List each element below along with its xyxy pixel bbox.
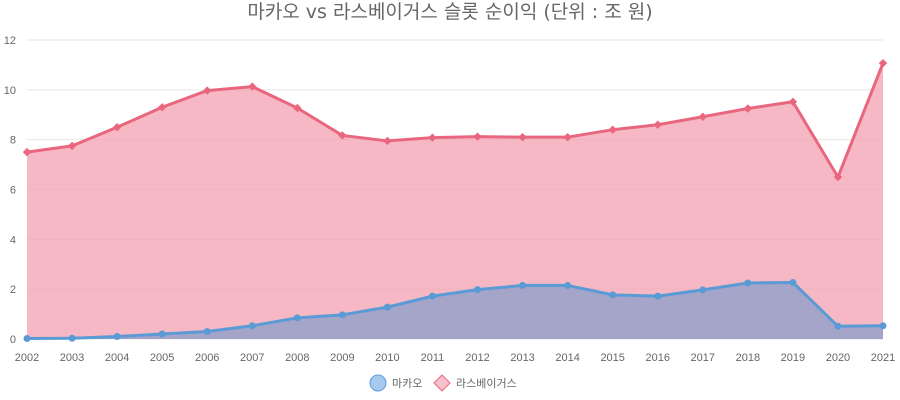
data-point bbox=[203, 328, 211, 336]
data-point bbox=[878, 58, 888, 68]
x-tick-label: 2014 bbox=[555, 352, 579, 364]
data-point bbox=[608, 125, 617, 134]
data-point bbox=[474, 286, 482, 294]
data-point bbox=[789, 278, 797, 286]
data-point bbox=[428, 133, 437, 142]
x-tick-label: 2020 bbox=[826, 352, 850, 364]
data-point bbox=[428, 292, 436, 300]
data-point bbox=[518, 132, 527, 142]
data-point bbox=[383, 136, 392, 146]
data-point bbox=[248, 82, 257, 91]
x-tick-label: 2017 bbox=[691, 352, 715, 364]
x-tick-label: 2018 bbox=[736, 352, 760, 364]
x-tick-label: 2005 bbox=[150, 352, 174, 364]
data-point bbox=[68, 334, 76, 342]
data-point bbox=[654, 292, 662, 300]
x-tick-label: 2019 bbox=[781, 352, 805, 364]
x-tick-label: 2006 bbox=[195, 352, 219, 364]
x-tick-label: 2010 bbox=[375, 352, 399, 364]
data-point bbox=[609, 291, 617, 299]
data-point bbox=[158, 330, 166, 338]
x-tick-label: 2009 bbox=[330, 352, 354, 364]
data-point bbox=[338, 131, 347, 140]
x-tick-label: 2015 bbox=[600, 352, 624, 364]
x-tick-label: 2004 bbox=[105, 352, 129, 364]
x-tick-label: 2007 bbox=[240, 352, 264, 364]
series-area bbox=[27, 282, 883, 339]
y-tick-label: 4 bbox=[10, 234, 16, 246]
x-tick-label: 2013 bbox=[510, 352, 534, 364]
series-line bbox=[26, 280, 884, 341]
x-tick-label: 2008 bbox=[285, 352, 309, 364]
data-point bbox=[564, 281, 572, 289]
data-point bbox=[22, 147, 32, 157]
x-tick-label: 2021 bbox=[871, 352, 895, 364]
data-point bbox=[698, 112, 707, 121]
data-point bbox=[293, 103, 302, 113]
data-point bbox=[293, 314, 301, 322]
data-point bbox=[113, 333, 121, 341]
x-tick-label: 2002 bbox=[15, 352, 39, 364]
data-point bbox=[743, 104, 753, 113]
data-point bbox=[383, 303, 391, 311]
data-point bbox=[563, 132, 572, 142]
y-tick-label: 2 bbox=[10, 284, 16, 296]
series-area bbox=[27, 63, 883, 340]
data-point bbox=[744, 279, 752, 287]
x-tick-label: 2016 bbox=[645, 352, 669, 364]
data-point bbox=[879, 322, 887, 330]
y-tick-label: 0 bbox=[10, 334, 16, 346]
data-point bbox=[112, 123, 122, 132]
legend-label: 라스베이거스 bbox=[456, 377, 517, 390]
data-point bbox=[157, 103, 167, 112]
data-point bbox=[338, 311, 346, 319]
y-tick-label: 6 bbox=[10, 185, 16, 197]
data-point bbox=[653, 120, 662, 129]
chart-title: 마카오 vs 라스베이거스 슬롯 순이익 (단위 : 조 원) bbox=[247, 1, 653, 23]
y-tick-label: 8 bbox=[10, 135, 16, 147]
data-point bbox=[248, 322, 256, 330]
data-point bbox=[67, 141, 77, 151]
data-point bbox=[203, 86, 212, 95]
legend-swatch bbox=[433, 374, 451, 392]
data-point bbox=[519, 281, 527, 289]
legend-swatch bbox=[369, 374, 387, 392]
x-tick-label: 2011 bbox=[421, 352, 445, 364]
data-point bbox=[788, 97, 798, 107]
series-line bbox=[26, 62, 885, 179]
data-point bbox=[23, 335, 31, 343]
data-point bbox=[833, 172, 843, 182]
data-point bbox=[834, 322, 842, 330]
x-tick-label: 2003 bbox=[60, 352, 84, 364]
data-point bbox=[473, 132, 482, 141]
y-tick-label: 10 bbox=[4, 85, 16, 97]
data-point bbox=[699, 286, 707, 294]
legend-label: 마카오 bbox=[392, 377, 422, 390]
x-tick-label: 2012 bbox=[465, 352, 489, 364]
y-tick-label: 12 bbox=[4, 35, 16, 47]
